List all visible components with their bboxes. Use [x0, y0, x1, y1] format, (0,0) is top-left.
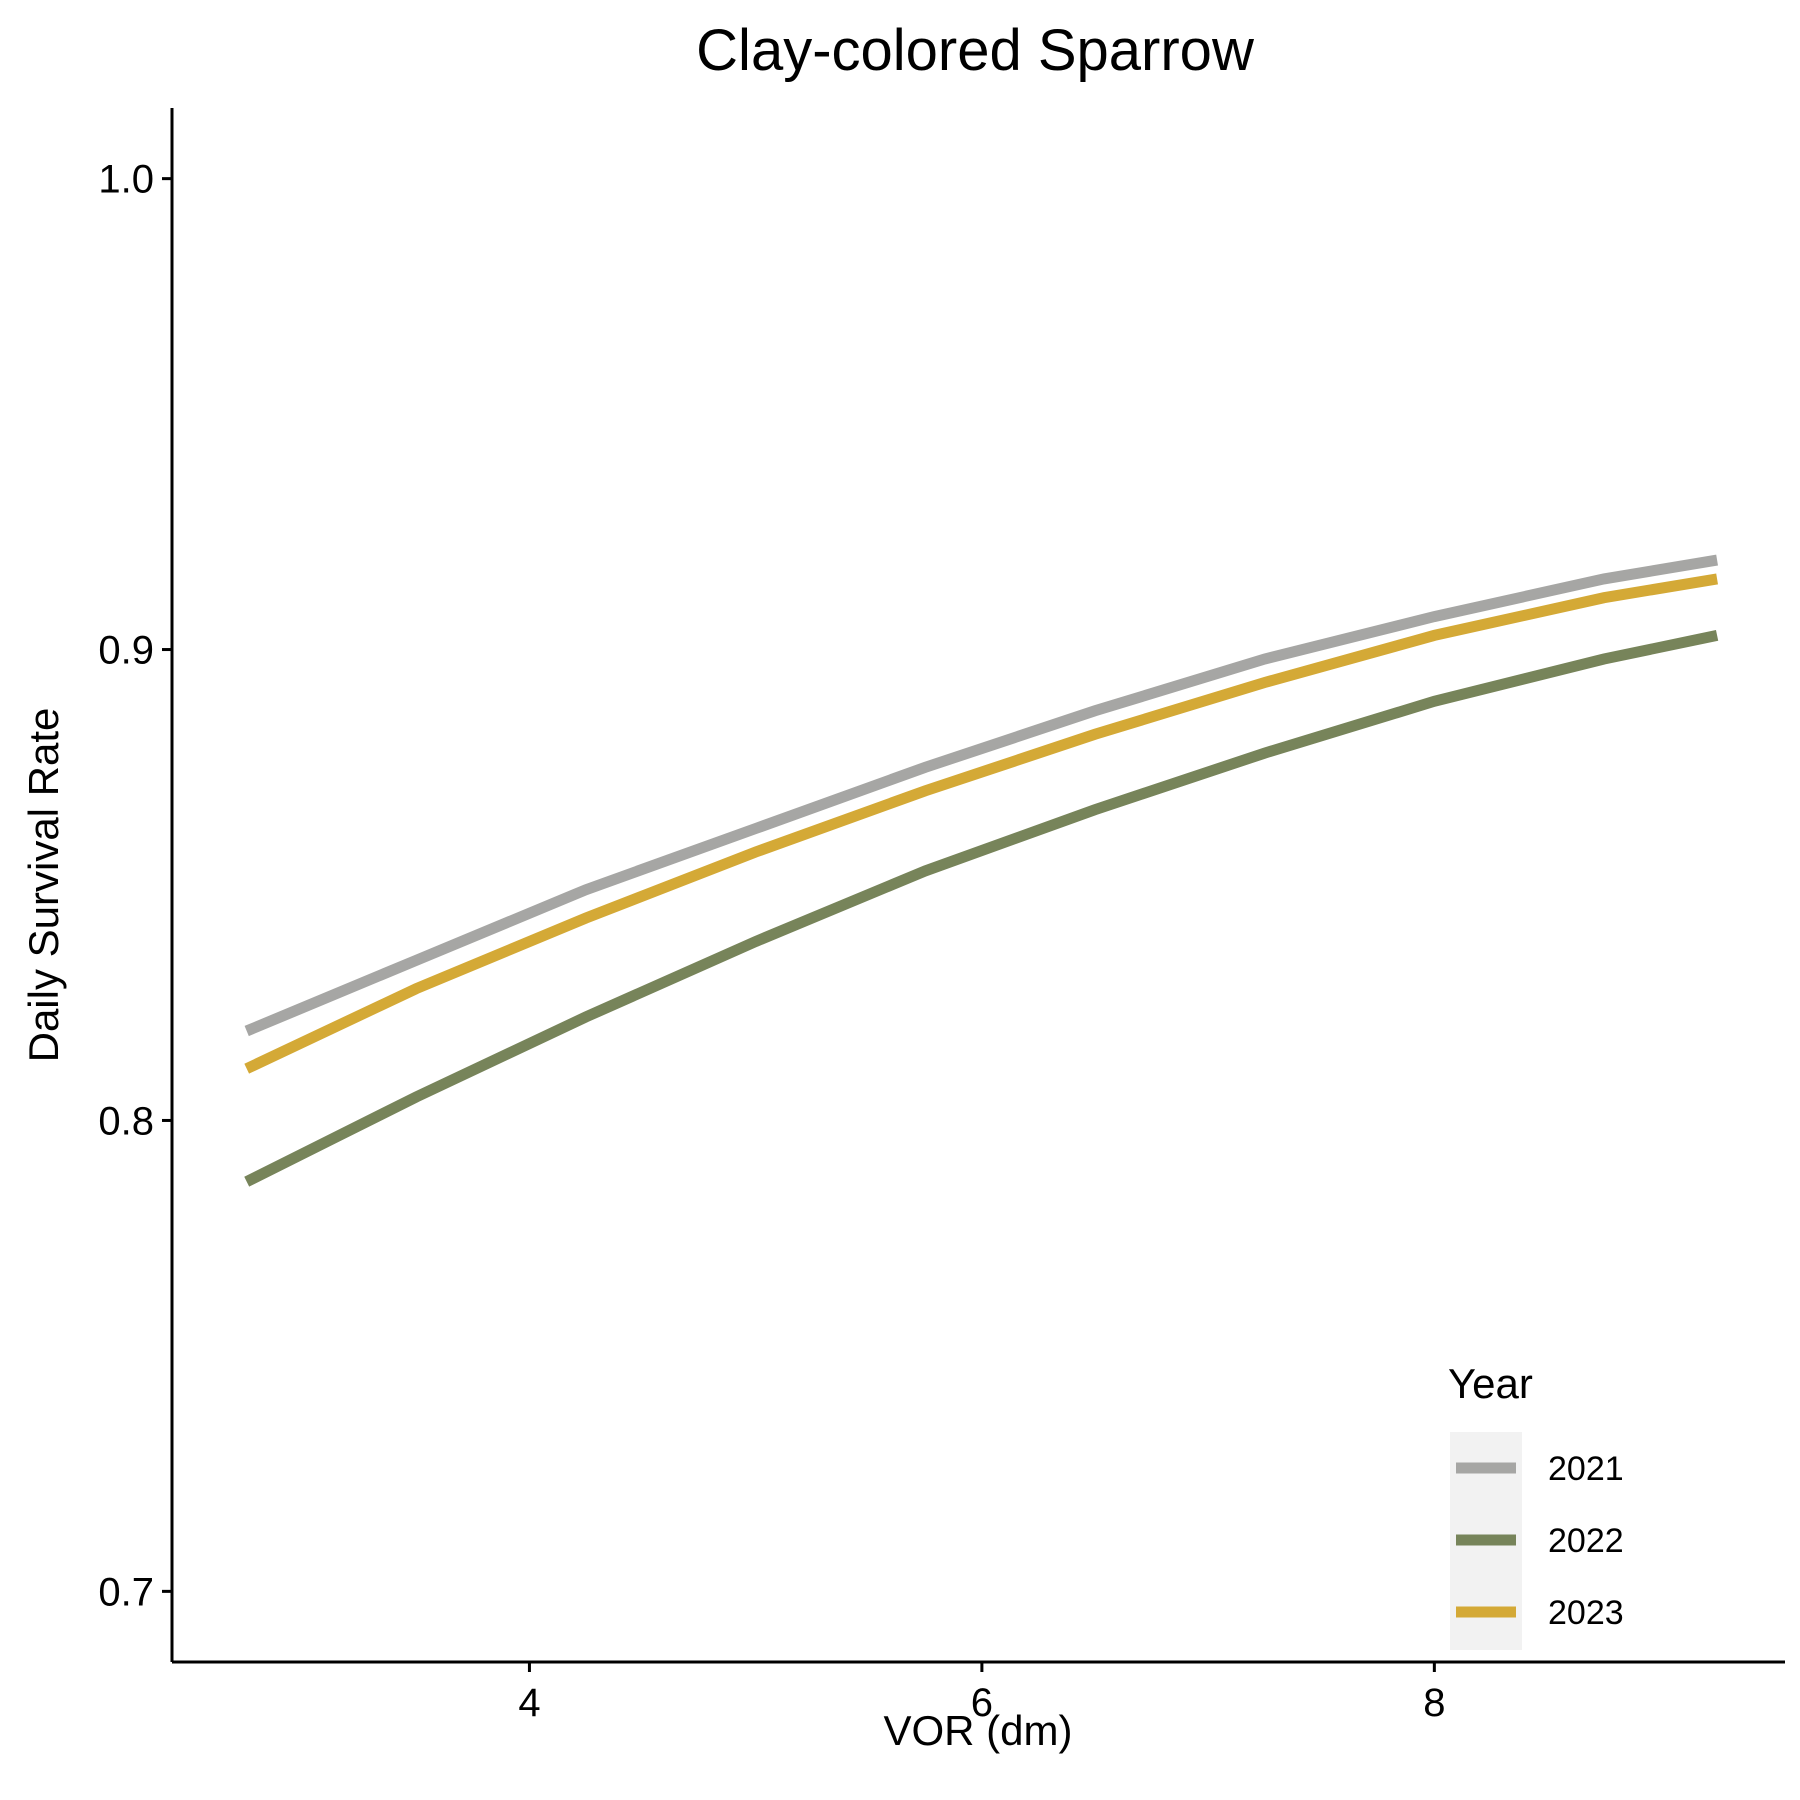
legend-items: 2021 2022 2023 [1456, 1450, 1624, 1632]
x-tick-label: 4 [518, 1681, 540, 1725]
x-ticks: 4 6 8 [518, 1662, 1445, 1725]
legend-label-2023: 2023 [1548, 1594, 1624, 1632]
plot-lines [244, 554, 1719, 1187]
y-tick-label: 1.0 [98, 158, 154, 202]
legend-title: Year [1448, 1360, 1533, 1407]
x-axis-label: VOR (dm) [884, 1707, 1073, 1754]
legend-label-2022: 2022 [1548, 1522, 1624, 1560]
x-tick-label: 8 [1423, 1681, 1445, 1725]
series-line-2022 [244, 630, 1719, 1187]
series-line-2023 [244, 573, 1719, 1074]
y-axis-label: Daily Survival Rate [20, 708, 67, 1063]
y-tick-label: 0.8 [98, 1099, 154, 1143]
legend-label-2021: 2021 [1548, 1450, 1624, 1488]
x-tick-label: 6 [971, 1681, 993, 1725]
y-tick-label: 0.9 [98, 629, 154, 673]
y-ticks: 0.7 0.8 0.9 1.0 [98, 158, 172, 1614]
legend: Year 2021 2022 2023 [1448, 1360, 1624, 1650]
series-line-2021 [244, 554, 1719, 1037]
y-tick-label: 0.7 [98, 1570, 154, 1614]
chart-title: Clay-colored Sparrow [696, 18, 1255, 83]
